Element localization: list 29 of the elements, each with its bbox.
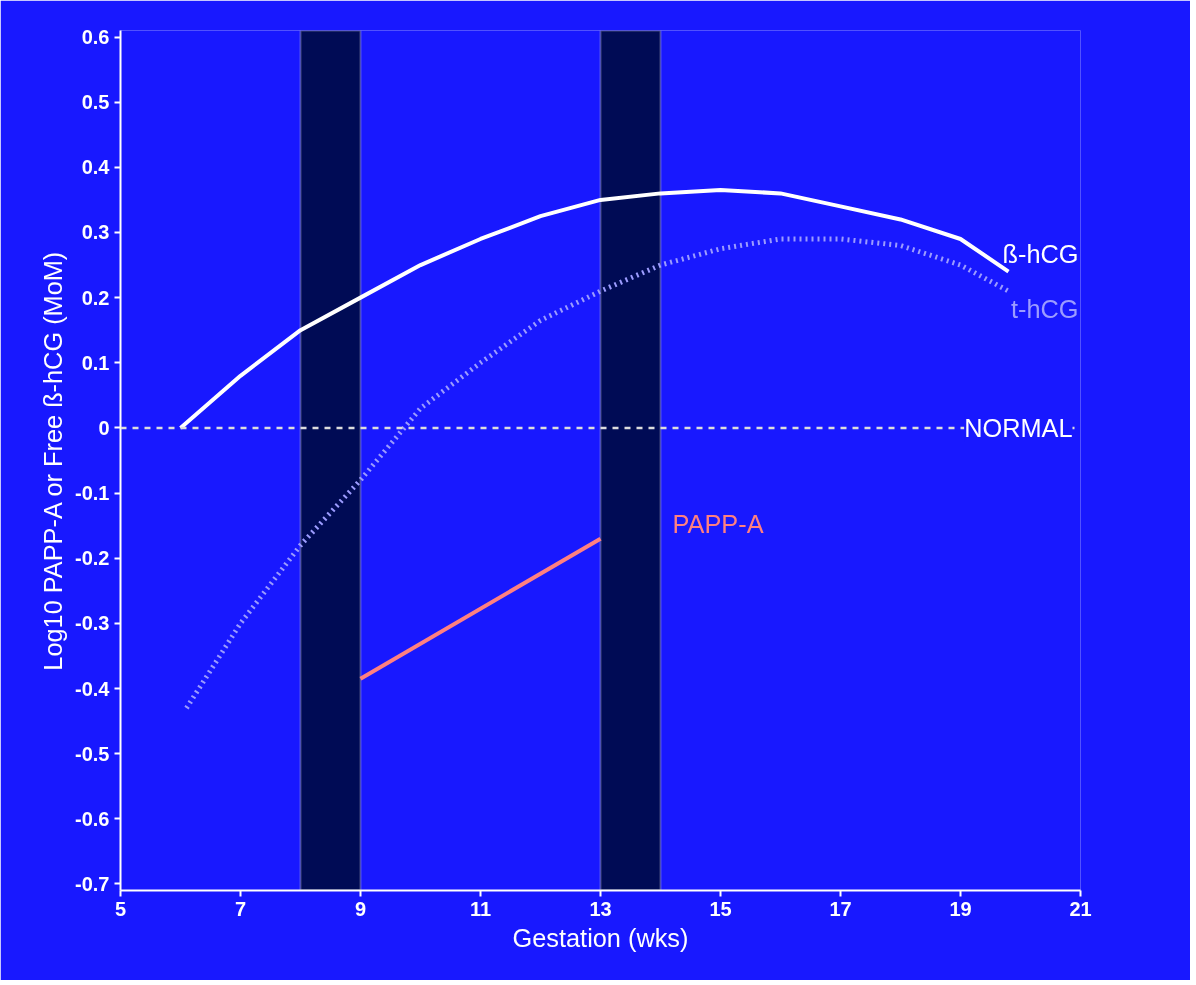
x-tick-label: 15 [709,897,732,920]
y-tick-label: 0 [98,416,110,439]
y-tick-label: 0.1 [81,351,110,374]
y-tick-label: -0.4 [75,677,111,700]
y-tick-label: -0.5 [75,742,110,765]
ref-line-label: NORMAL [964,413,1073,442]
x-tick-label: 5 [114,897,127,920]
series-label: t-hCG [1010,295,1079,324]
x-axis-title: Gestation (wks) [512,923,689,952]
y-tick-label: -0.3 [75,612,110,635]
y-tick-label: 0.6 [81,26,110,49]
y-tick-label: 0.5 [81,91,110,114]
x-tick-label: 19 [949,897,972,920]
y-tick-label: 0.3 [81,221,110,244]
y-tick-label: -0.7 [75,872,110,895]
series-label: ß-hCG [1002,239,1079,268]
x-tick-label: 21 [1069,897,1092,920]
y-tick-label: 0.2 [81,286,110,309]
x-tick-label: 17 [829,897,852,920]
x-tick-label: 9 [354,897,367,920]
x-tick-label: 11 [469,897,492,920]
text: PAPP-A [672,509,764,538]
y-tick-label: -0.1 [75,482,110,505]
y-tick-label: -0.6 [75,807,110,830]
x-tick-label: 13 [589,897,612,920]
y-axis-title: Log10 PAPP-A or Free ß-hCG (MoM) [39,251,68,671]
y-tick-label: -0.2 [75,547,110,570]
x-tick-label: 7 [234,897,247,920]
y-tick-label: 0.4 [81,156,111,179]
